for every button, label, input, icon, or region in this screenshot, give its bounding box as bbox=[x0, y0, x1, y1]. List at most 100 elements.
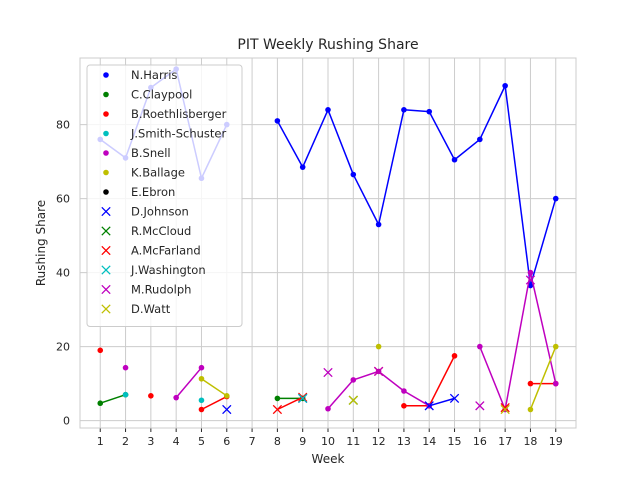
series-k-ballage bbox=[198, 343, 559, 413]
legend-label: N.Harris bbox=[131, 68, 177, 82]
legend: N.Harris C.Claypool B.Roethlisberger J.Smit… bbox=[86, 64, 243, 327]
legend-item: B.Snell bbox=[103, 146, 171, 160]
series-segment bbox=[529, 198, 557, 286]
legend-marker bbox=[103, 111, 109, 117]
legend-marker bbox=[103, 150, 109, 156]
series-segment bbox=[277, 396, 304, 411]
legend-item: A.McFarland bbox=[101, 244, 201, 258]
legend-item: K.Ballage bbox=[103, 166, 185, 180]
legend-label: E.Ebron bbox=[131, 185, 175, 199]
series-segment bbox=[529, 346, 557, 410]
series-m-rudolph bbox=[323, 275, 536, 411]
series-segment bbox=[353, 370, 379, 381]
series-segment bbox=[201, 395, 228, 411]
legend-label: K.Ballage bbox=[131, 166, 185, 180]
x-tick-label: 10 bbox=[321, 435, 335, 448]
legend-label: B.Roethlisberger bbox=[131, 107, 227, 121]
series-segment bbox=[327, 109, 355, 175]
legend-marker bbox=[101, 265, 111, 275]
data-point bbox=[552, 195, 559, 202]
data-point bbox=[500, 402, 510, 413]
legend-marker bbox=[103, 169, 109, 176]
legend-label: D.Johnson bbox=[131, 205, 189, 219]
data-point bbox=[451, 353, 458, 359]
legend-item: R.McCloud bbox=[101, 224, 191, 238]
series-segment bbox=[428, 111, 456, 161]
y-tick-label: 60 bbox=[56, 193, 70, 206]
data-point bbox=[502, 82, 508, 89]
data-point bbox=[198, 364, 205, 371]
data-point bbox=[477, 136, 483, 143]
data-point bbox=[198, 397, 205, 404]
data-point bbox=[97, 400, 104, 407]
legend-item: D.Watt bbox=[101, 302, 171, 316]
data-point bbox=[148, 393, 154, 399]
legend-label: R.McCloud bbox=[131, 224, 191, 238]
data-point bbox=[198, 375, 205, 382]
legend-item: J.Washington bbox=[101, 263, 206, 277]
y-tick-label: 0 bbox=[63, 415, 70, 428]
series-segment bbox=[378, 370, 405, 392]
legend-item: C.Claypool bbox=[103, 88, 192, 102]
x-tick-label: 19 bbox=[549, 435, 563, 448]
series-layer bbox=[97, 66, 559, 415]
x-tick-label: 13 bbox=[397, 435, 411, 448]
series-segment bbox=[504, 272, 532, 410]
data-point bbox=[373, 366, 384, 377]
series-segment bbox=[352, 174, 380, 225]
data-point bbox=[525, 275, 536, 285]
legend-box bbox=[86, 64, 243, 327]
legend-marker bbox=[101, 226, 111, 236]
legend-marker bbox=[101, 245, 111, 256]
legend-label: D.Watt bbox=[131, 302, 171, 316]
data-point bbox=[122, 391, 129, 398]
x-tick-label: 12 bbox=[372, 435, 386, 448]
x-tick-label: 16 bbox=[473, 435, 487, 448]
plot-frame bbox=[79, 57, 577, 429]
data-point bbox=[272, 404, 283, 415]
legend-label: B.Snell bbox=[131, 146, 171, 160]
series-segment bbox=[100, 393, 126, 404]
x-tick-label: 11 bbox=[346, 435, 360, 448]
series-segment bbox=[327, 379, 354, 410]
series-segment bbox=[302, 109, 329, 168]
series-segment bbox=[429, 397, 455, 407]
data-point bbox=[527, 406, 534, 413]
legend-item: M.Rudolph bbox=[101, 283, 191, 297]
series-segment bbox=[529, 272, 557, 384]
legend-marker bbox=[103, 72, 109, 78]
x-tick-label: 9 bbox=[299, 435, 306, 448]
series-b-snell bbox=[122, 269, 559, 413]
data-point bbox=[401, 107, 407, 113]
legend-item: E.Ebron bbox=[103, 185, 175, 199]
data-point bbox=[424, 401, 434, 411]
series-segment bbox=[428, 355, 456, 407]
series-segment bbox=[403, 109, 430, 113]
x-tick-label: 2 bbox=[122, 435, 129, 448]
series-segment bbox=[201, 378, 228, 397]
x-tick-label: 5 bbox=[198, 435, 205, 448]
series-segment bbox=[175, 367, 203, 399]
y-axis-title: Rushing Share bbox=[34, 200, 48, 286]
data-point bbox=[477, 343, 483, 350]
data-point bbox=[298, 393, 308, 404]
data-point bbox=[222, 404, 232, 415]
legend-item: J.Smith-Schuster bbox=[103, 127, 226, 141]
data-point bbox=[350, 171, 357, 178]
x-tick-label: 1 bbox=[97, 435, 104, 448]
legend-marker bbox=[103, 130, 109, 137]
data-point bbox=[449, 393, 460, 404]
x-tick-label: 7 bbox=[249, 435, 256, 448]
data-point bbox=[325, 107, 331, 113]
x-tick-label: 15 bbox=[448, 435, 462, 448]
data-point bbox=[475, 401, 485, 411]
legend-item: D.Johnson bbox=[101, 205, 189, 219]
legend-label: J.Smith-Schuster bbox=[130, 127, 226, 141]
legend-marker bbox=[101, 206, 111, 217]
data-point bbox=[401, 403, 407, 409]
data-point bbox=[348, 395, 358, 405]
series-segment bbox=[454, 138, 481, 161]
x-tick-label: 4 bbox=[173, 435, 180, 448]
data-point bbox=[426, 108, 433, 115]
